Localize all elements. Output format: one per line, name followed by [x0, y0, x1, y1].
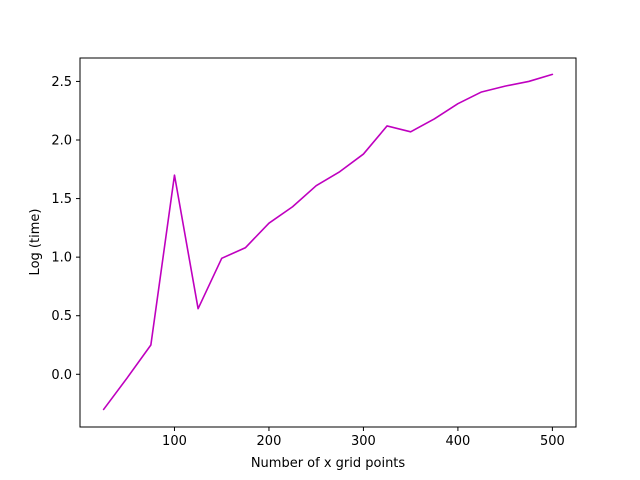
- y-tick-label: 0.5: [51, 309, 72, 324]
- plot-area: [79, 57, 577, 428]
- x-tick-label: 400: [445, 434, 470, 449]
- y-axis: 0.0 0.5 1.0 1.5 2.0 2.5: [51, 75, 80, 383]
- y-tick-label: 0.0: [51, 368, 72, 383]
- y-tick-label: 2.5: [51, 75, 72, 90]
- x-tick-label: 200: [257, 434, 282, 449]
- x-axis-label: Number of x grid points: [251, 456, 406, 471]
- y-axis-label: Log (time): [28, 209, 43, 276]
- series-line: [102, 73, 554, 411]
- x-axis: 100 200 300 400 500: [162, 427, 565, 449]
- x-tick-label: 500: [540, 434, 565, 449]
- x-tick-label: 100: [162, 434, 187, 449]
- y-tick-label: 2.0: [51, 134, 72, 149]
- series-layer: [102, 73, 554, 411]
- y-tick-label: 1.0: [51, 251, 72, 266]
- x-tick-label: 300: [351, 434, 376, 449]
- plot-frame: [79, 57, 577, 428]
- y-tick-label: 1.5: [51, 192, 72, 207]
